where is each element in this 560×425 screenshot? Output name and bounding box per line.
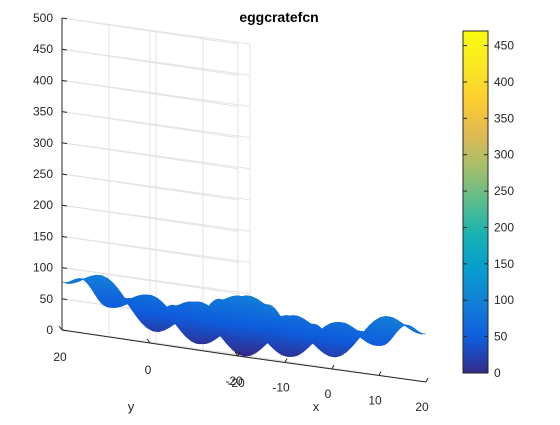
colorbar-tick-label: 0 — [494, 366, 501, 380]
y-axis-label: y — [128, 399, 135, 414]
x-tick-label: 10 — [368, 394, 382, 408]
x-tick-label: 20 — [415, 400, 429, 414]
z-tick-label: 100 — [33, 261, 53, 275]
colorbar-tick-label: 150 — [494, 257, 514, 271]
z-tick-label: 50 — [40, 292, 54, 306]
colorbar: 0 50 100 150 200 250 300 350 400 450 — [463, 31, 514, 380]
z-tick-label: 150 — [33, 229, 53, 243]
colorbar-tick-label: 50 — [494, 330, 508, 344]
colorbar-tick-label: 300 — [494, 148, 514, 162]
x-tick-label: 0 — [325, 387, 332, 401]
colorbar-tick-label: 100 — [494, 293, 514, 307]
z-tick-label: 300 — [33, 136, 53, 150]
y-tick-label: 0 — [145, 363, 152, 377]
z-tick-label: 250 — [33, 167, 53, 181]
colorbar-tick-label: 250 — [494, 184, 514, 198]
colorbar-tick-label: 200 — [494, 220, 514, 234]
surface-mesh — [62, 275, 426, 357]
y-tick-label: 20 — [53, 350, 67, 364]
colorbar-tick-label: 400 — [494, 75, 514, 89]
colorbar-tick-label: 450 — [494, 39, 514, 53]
z-tick-label: 400 — [33, 73, 53, 87]
colorbar-tick-label: 350 — [494, 111, 514, 125]
z-tick-label: 350 — [33, 105, 53, 119]
z-tick-label: 0 — [46, 323, 53, 337]
chart-title: eggcratefcn — [239, 9, 318, 25]
z-tick-label: 500 — [33, 11, 53, 25]
x-tick-mark — [426, 378, 428, 382]
z-tick-label: 200 — [33, 198, 53, 212]
x-tick-label: -10 — [272, 381, 290, 395]
z-tick-label: 450 — [33, 42, 53, 56]
x-axis-label: x — [313, 399, 320, 414]
y-tick-label: -20 — [227, 376, 245, 390]
